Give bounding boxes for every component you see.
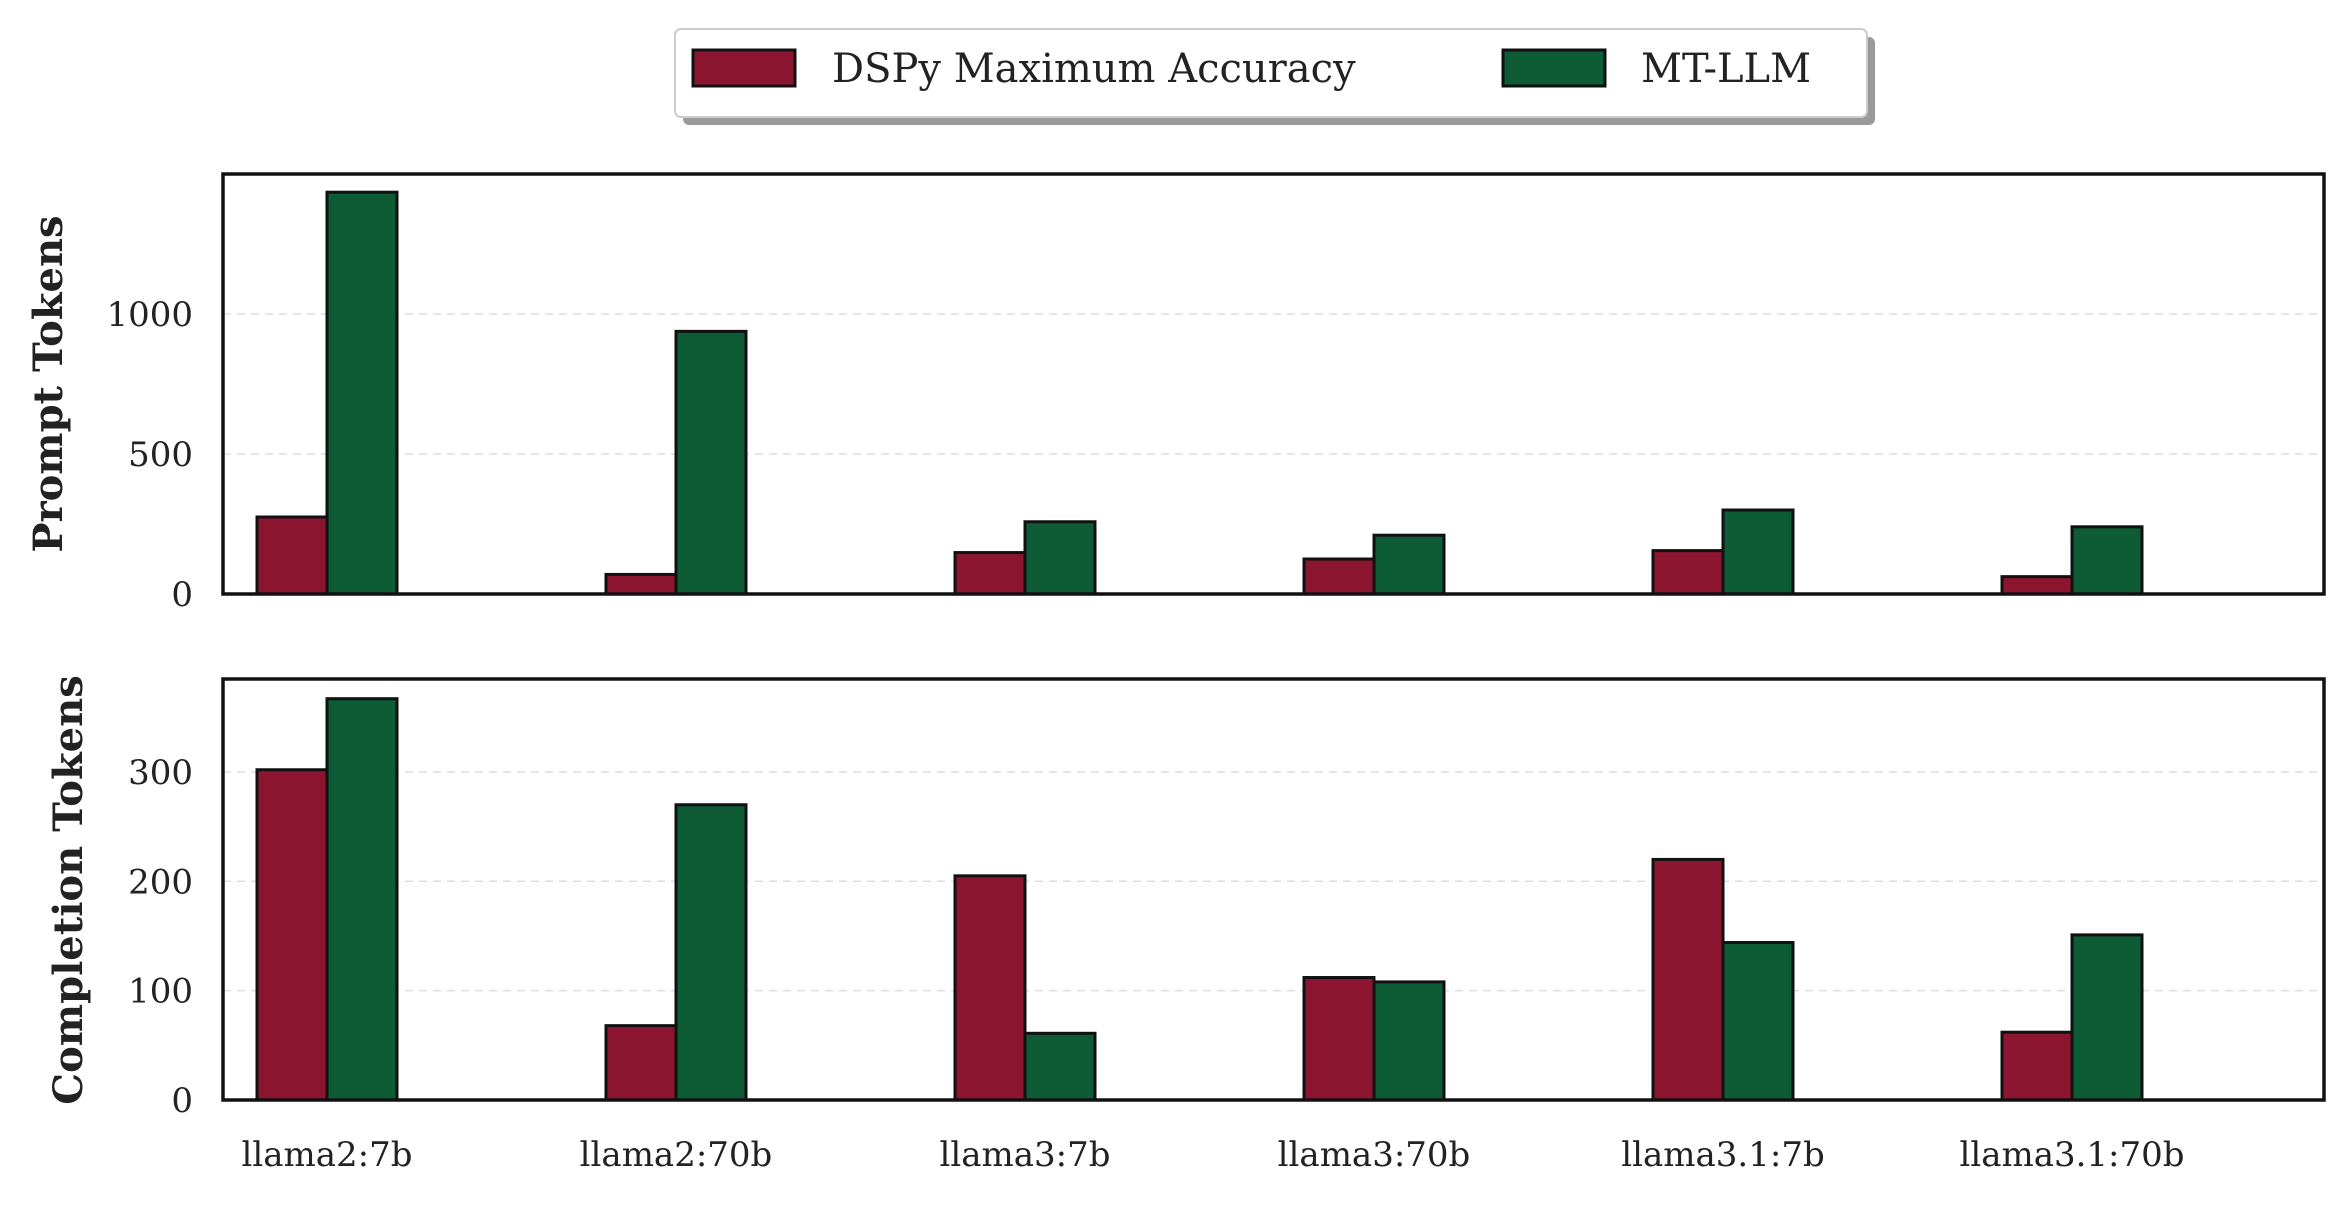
x-tick-label: llama3:7b	[939, 1135, 1110, 1175]
x-tick-label: llama2:7b	[241, 1135, 412, 1175]
bar-mtllm	[1023, 1031, 1097, 1102]
completion-y-ticks: 0 100 200 300	[128, 753, 193, 1121]
y-tick-label: 1000	[106, 295, 193, 335]
bar-mtllm	[2070, 933, 2144, 1102]
y-tick-label: 500	[128, 435, 193, 475]
bar-mtllm	[1023, 520, 1097, 596]
completion-grid	[223, 771, 2324, 992]
bar-dspy	[2000, 1030, 2074, 1102]
bar-dspy	[953, 874, 1027, 1102]
y-tick-label: 200	[128, 862, 193, 902]
prompt-grid	[223, 313, 2324, 455]
bar-mtllm	[1372, 980, 1446, 1102]
bar-dspy	[953, 551, 1027, 596]
bar-mtllm	[325, 190, 399, 596]
prompt-y-ticks: 0 500 1000	[106, 295, 193, 615]
legend-swatch-mtllm	[1501, 48, 1607, 88]
bar-mtllm	[1372, 533, 1446, 596]
completion-plot-frame	[221, 677, 2326, 1102]
x-tick-labels: llama2:7b llama2:70b llama3:7b llama3:70b ll…	[241, 1135, 2184, 1175]
bar-dspy	[255, 768, 329, 1102]
bar-dspy	[1651, 549, 1725, 596]
legend-swatch-dspy	[691, 48, 797, 88]
legend: DSPy Maximum Accuracy MT-LLM	[674, 28, 1875, 125]
bar-mtllm	[1721, 941, 1795, 1102]
bar-dspy	[1302, 976, 1376, 1102]
prompt-tokens-panel: 0 500 1000 Prompt Tokens	[25, 172, 2326, 615]
bar-dspy	[255, 515, 329, 596]
completion-tokens-panel: 0 100 200 300 Completion Tokens	[45, 675, 2326, 1121]
bar-dspy	[2000, 575, 2074, 596]
prompt-bars	[255, 190, 2144, 596]
completion-bars	[255, 697, 2144, 1102]
bar-dspy	[1302, 557, 1376, 596]
legend-label-mtllm: MT-LLM	[1641, 46, 1811, 92]
bar-mtllm	[674, 329, 748, 596]
y-tick-label: 0	[171, 575, 193, 615]
bar-dspy	[1651, 857, 1725, 1102]
bar-dspy	[604, 572, 678, 596]
y-tick-label: 100	[128, 972, 193, 1012]
y-tick-label: 300	[128, 753, 193, 793]
bar-mtllm	[674, 803, 748, 1102]
completion-y-axis-title: Completion Tokens	[45, 675, 92, 1104]
bar-mtllm	[325, 697, 399, 1102]
x-tick-label: llama3:70b	[1278, 1135, 1471, 1175]
prompt-plot-frame	[221, 172, 2326, 596]
legend-label-dspy: DSPy Maximum Accuracy	[832, 46, 1356, 92]
bar-mtllm	[1721, 508, 1795, 596]
y-tick-label: 0	[171, 1081, 193, 1121]
bar-dspy	[604, 1024, 678, 1102]
x-tick-label: llama2:70b	[580, 1135, 773, 1175]
prompt-y-axis-title: Prompt Tokens	[25, 215, 72, 552]
bar-mtllm	[2070, 525, 2144, 596]
x-tick-label: llama3.1:70b	[1959, 1135, 2184, 1175]
x-tick-label: llama3.1:7b	[1621, 1135, 1824, 1175]
